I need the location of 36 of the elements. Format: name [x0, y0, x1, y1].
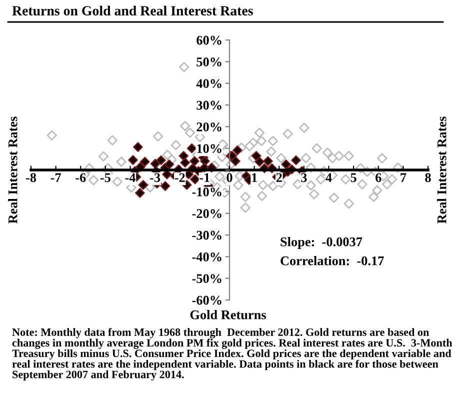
y-tick-label: 10%: [197, 144, 222, 154]
x-tick-label: -6: [76, 173, 86, 182]
x-tick-label: -2: [174, 173, 185, 182]
annotation: Correlation: -0.17: [280, 256, 384, 266]
x-tick-label: -7: [50, 173, 61, 182]
x-tick-label: 1: [252, 173, 257, 182]
x-tick-label: 0: [226, 173, 232, 182]
y-tick-label: 50%: [196, 57, 222, 66]
x-tick-label: 4: [326, 173, 332, 182]
annotation: Slope: -0.0037: [280, 237, 362, 249]
y-tick-label: -10%: [192, 187, 222, 196]
x-tick-label: 2: [276, 173, 282, 182]
y-tick-label: -20%: [192, 209, 222, 218]
x-axis-title: Gold Returns: [190, 310, 266, 320]
y-tick-label: 20%: [196, 122, 222, 132]
y-tick-label: -40%: [192, 252, 222, 262]
y-tick-label: 40%: [196, 79, 222, 88]
y-tick-label: 60%: [196, 36, 222, 45]
y-tick-label: 30%: [196, 100, 222, 110]
x-tick-label: 5: [350, 173, 356, 182]
x-tick-label: -8: [26, 173, 36, 182]
y-axis-title: Real Interest Rates: [8, 116, 18, 224]
chart-title: Returns on Gold and Real Interest Rates: [12, 6, 253, 16]
x-tick-label: -5: [100, 173, 110, 182]
x-tick-label: -4: [125, 173, 136, 182]
x-tick-label: 3: [301, 173, 307, 182]
x-tick-label: -1: [200, 173, 210, 182]
x-tick-label: 6: [376, 173, 382, 182]
x-tick-label: 7: [400, 173, 406, 182]
y-tick-label: -50%: [192, 274, 222, 284]
x-tick-label: 8: [425, 173, 431, 182]
y-tick-label: -60%: [192, 296, 222, 305]
y2-axis-title: Real Interest Rates: [437, 116, 446, 224]
x-tick-label: -3: [150, 173, 160, 182]
y-tick-label: -30%: [192, 230, 222, 240]
text: Note: Monthly data from May 1968 through December 2012. Gold returns are based on changes in monthly average London PM fix gold prices. Real interest rates are U.S. 3-Month Treasury bills minus U.S. Consumer Price Index. Gold prices are the dependent variable and real interest rates are the independent variable. Data points in black are for those between September 2007 and February 2014.: [12, 328, 452, 381]
